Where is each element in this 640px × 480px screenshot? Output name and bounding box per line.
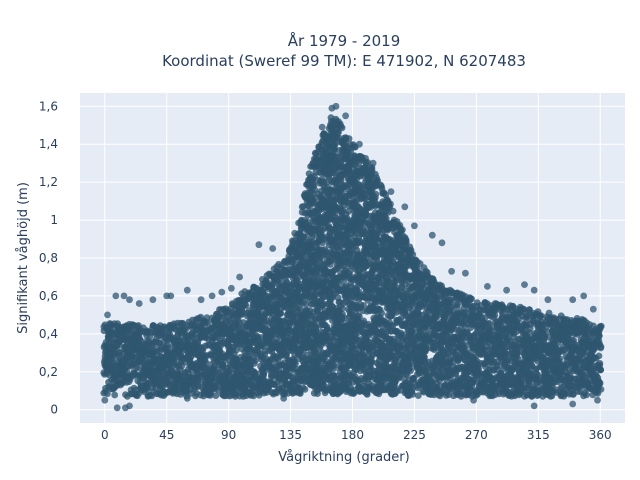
data-point xyxy=(111,391,119,399)
points-layer xyxy=(100,102,605,412)
data-point xyxy=(389,207,397,215)
data-point xyxy=(402,236,409,243)
data-point xyxy=(345,135,353,143)
data-point xyxy=(251,357,259,364)
data-point xyxy=(204,319,212,326)
data-point xyxy=(104,390,111,398)
data-point xyxy=(363,391,371,398)
data-point xyxy=(384,280,391,288)
data-point xyxy=(378,182,385,190)
data-point xyxy=(197,378,204,386)
data-point xyxy=(134,364,142,372)
data-point xyxy=(146,333,154,340)
data-point xyxy=(301,386,309,393)
data-point xyxy=(378,309,385,317)
data-point xyxy=(338,124,346,132)
data-point xyxy=(372,190,380,198)
data-point xyxy=(366,360,374,368)
data-point xyxy=(330,362,337,370)
data-point xyxy=(212,392,220,399)
data-point xyxy=(177,349,185,357)
data-point xyxy=(144,384,152,392)
data-point xyxy=(339,345,347,352)
